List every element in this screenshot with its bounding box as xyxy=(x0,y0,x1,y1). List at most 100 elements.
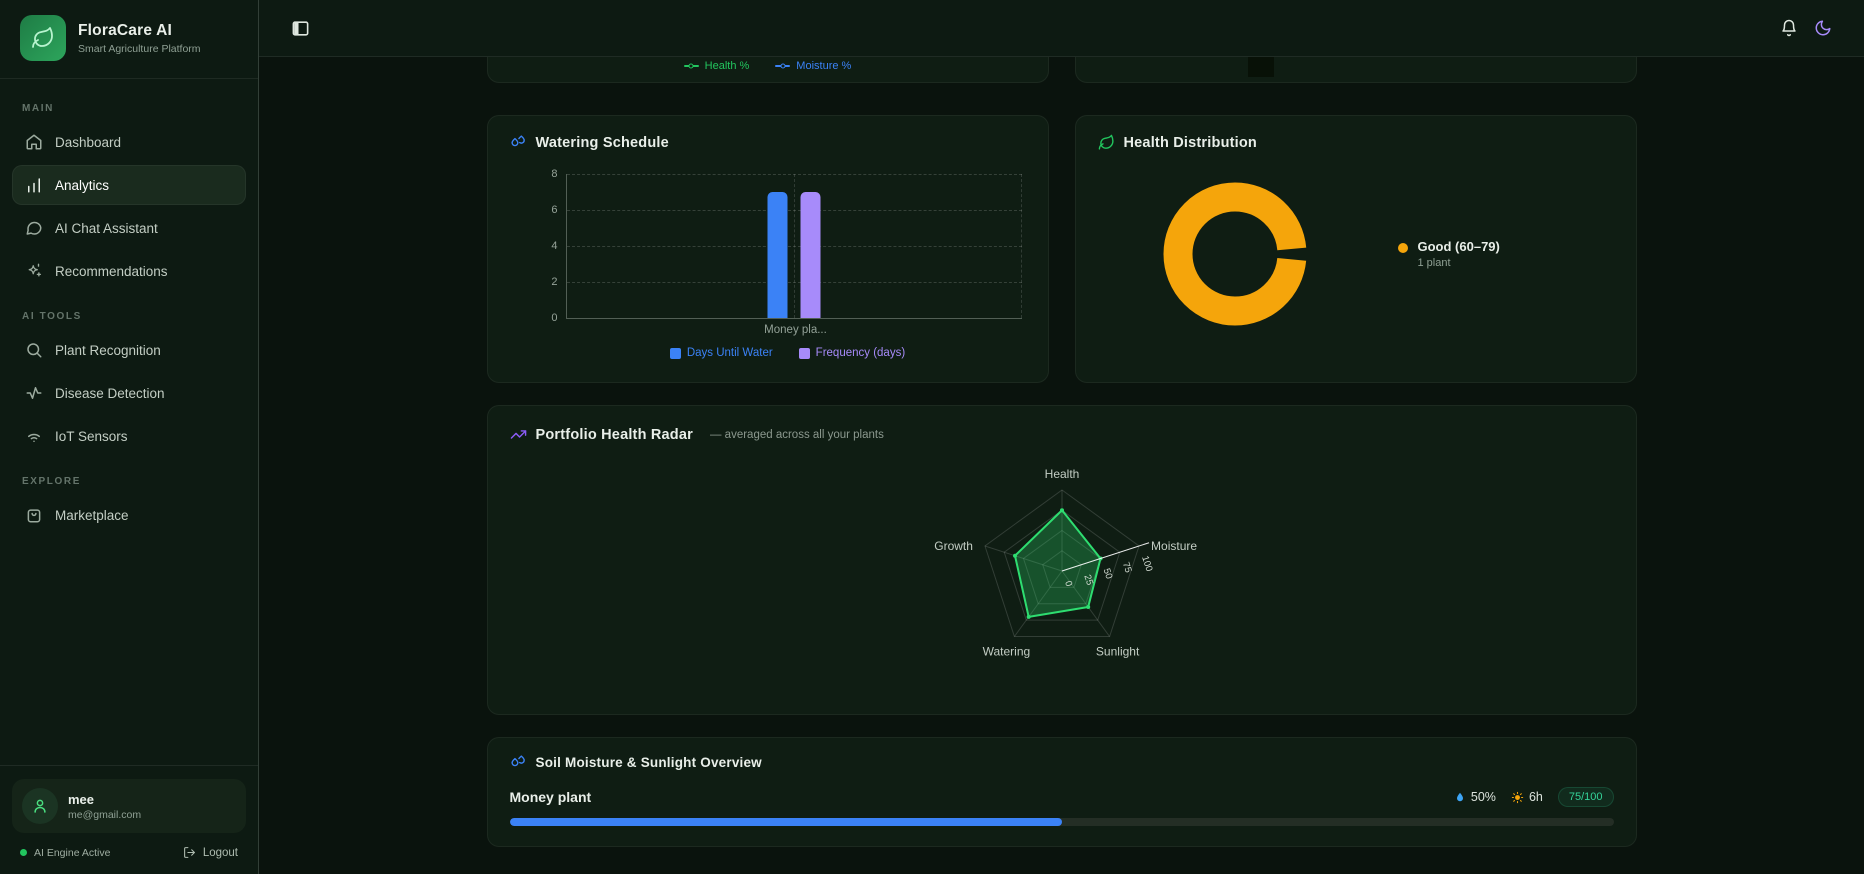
radar-data-point xyxy=(1059,508,1064,513)
card-title: Watering Schedule xyxy=(535,134,669,151)
chart-bar-fragment xyxy=(1247,57,1274,77)
watering-bar-chart: 0 2 4 6 8 xyxy=(551,168,1022,324)
radar-axis-label-growth: Growth xyxy=(934,539,973,553)
panel-left-icon xyxy=(291,19,310,38)
sidebar-item-label: Disease Detection xyxy=(55,385,165,401)
user-card[interactable]: mee me@gmail.com xyxy=(12,779,246,833)
brand: FloraCare AI Smart Agriculture Platform xyxy=(0,0,258,79)
sidebar-item-disease-detection[interactable]: Disease Detection xyxy=(12,373,246,413)
sidebar-item-recommendations[interactable]: Recommendations xyxy=(12,251,246,291)
health-distribution-card: Health Distribution Good (60–79) 1 plant xyxy=(1074,115,1637,383)
bar-group xyxy=(767,174,821,318)
droplet-icon xyxy=(1454,791,1466,804)
sidebar-item-label: Plant Recognition xyxy=(55,342,161,358)
activity-icon xyxy=(25,384,43,402)
radar-scale-tick-label: 25 xyxy=(1081,573,1095,586)
sidebar-item-plant-recognition[interactable]: Plant Recognition xyxy=(12,330,246,370)
app-title: FloraCare AI xyxy=(78,21,172,39)
legend-label: Health % xyxy=(704,60,750,72)
droplets-icon xyxy=(510,134,527,151)
nav-section-main: MAIN xyxy=(22,103,54,114)
gridline xyxy=(566,282,1022,283)
card-subtitle: — averaged across all your plants xyxy=(709,428,884,441)
sidebar-item-label: Marketplace xyxy=(55,507,129,523)
plant-trend-card-partial: Health % Moisture % xyxy=(486,57,1049,83)
sparkles-icon xyxy=(25,262,43,280)
plant-name: Money plant xyxy=(509,789,592,805)
leaf-icon xyxy=(31,26,55,50)
sidebar-item-analytics[interactable]: Analytics xyxy=(12,165,246,205)
legend-item-frequency-days: Frequency (days) xyxy=(798,347,905,359)
sidebar-item-ai-chat-assistant[interactable]: AI Chat Assistant xyxy=(12,208,246,248)
x-axis-tick-label: Money pla... xyxy=(764,324,827,336)
ai-engine-status: AI Engine Active xyxy=(20,847,110,859)
legend-label: Good (60–79) xyxy=(1417,239,1500,254)
notifications-button[interactable] xyxy=(1772,11,1806,45)
sunlight-stat: 6h xyxy=(1511,790,1543,804)
radar-scale-tick-label: 75 xyxy=(1119,561,1133,574)
logout-button[interactable]: Logout xyxy=(183,846,238,859)
radar-grid-ring xyxy=(1022,529,1101,605)
sidebar-item-label: IoT Sensors xyxy=(55,428,128,444)
radar-grid-ring xyxy=(983,489,1140,638)
bell-icon xyxy=(1780,19,1798,37)
sidebar-item-label: Recommendations xyxy=(55,263,168,279)
radar-axis-label-watering: Watering xyxy=(982,645,1030,659)
legend-swatch xyxy=(669,347,681,359)
scrolled-chart-card-partial xyxy=(1074,57,1637,83)
sun-icon xyxy=(1511,791,1524,804)
chat-bubble-icon xyxy=(25,219,43,237)
legend-dot xyxy=(1397,243,1408,253)
sidebar-item-marketplace[interactable]: Marketplace xyxy=(12,495,246,535)
theme-toggle-button[interactable] xyxy=(1806,11,1840,45)
main-content: Health % Moisture % Watering Schedule 0 2 4… xyxy=(259,57,1864,874)
legend-swatch xyxy=(798,347,810,359)
radar-spoke xyxy=(984,545,1062,572)
legend-label: Moisture % xyxy=(796,60,852,72)
radar-spoke xyxy=(1013,570,1062,637)
user-email: me@gmail.com xyxy=(68,808,142,821)
sidebar-toggle-button[interactable] xyxy=(283,11,317,45)
y-axis-tick-label: 4 xyxy=(551,240,558,252)
radar-spoke xyxy=(1061,570,1110,637)
radar-grid-ring xyxy=(1041,550,1082,588)
gridline xyxy=(566,246,1022,247)
radar-scale-axis xyxy=(1061,542,1149,572)
radar-data-polygon xyxy=(1013,509,1102,618)
gridline xyxy=(566,210,1022,211)
moisture-progress-fill xyxy=(509,818,1062,826)
sunlight-value: 6h xyxy=(1528,790,1543,804)
legend-label: Days Until Water xyxy=(686,347,773,359)
gridline-vertical xyxy=(1020,174,1022,318)
brand-logo xyxy=(20,15,66,61)
legend-line-marker xyxy=(775,63,791,69)
donut-legend: Good (60–79) 1 plant xyxy=(1397,239,1500,269)
sidebar-item-label: Analytics xyxy=(55,177,110,193)
plant-stats: 50% 6h 75/100 xyxy=(1454,787,1614,807)
legend-line-marker xyxy=(683,63,699,69)
legend-item-moisture: Moisture % xyxy=(775,60,851,72)
home-icon xyxy=(25,133,43,151)
sidebar-item-label: AI Chat Assistant xyxy=(55,220,158,236)
card-title: Portfolio Health Radar xyxy=(535,426,693,443)
radar-data-point xyxy=(1026,614,1031,619)
y-axis-tick-label: 2 xyxy=(551,276,558,288)
moisture-stat: 50% xyxy=(1454,790,1496,804)
y-axis-tick-label: 8 xyxy=(551,168,558,180)
gridline-vertical xyxy=(794,174,795,318)
legend-item-health: Health % xyxy=(683,60,750,72)
sidebar-item-iot-sensors[interactable]: IoT Sensors xyxy=(12,416,246,456)
logout-icon xyxy=(183,846,196,859)
radar-axis-label-moisture: Moisture xyxy=(1151,539,1197,553)
sidebar-item-dashboard[interactable]: Dashboard xyxy=(12,122,246,162)
status-label: AI Engine Active xyxy=(34,846,111,859)
portfolio-radar-chart: 0 25 50 75 100 Health Moisture Sunlight Watering… xyxy=(934,467,1197,659)
droplets-icon xyxy=(510,754,527,771)
avatar xyxy=(22,788,58,824)
sidebar-item-label: Dashboard xyxy=(55,134,122,150)
radar-data-point xyxy=(1012,553,1017,558)
app-tagline: Smart Agriculture Platform xyxy=(78,42,201,55)
soil-overview-card: Soil Moisture & Sunlight Overview Money … xyxy=(486,737,1637,847)
y-axis-tick-label: 0 xyxy=(551,312,558,324)
topbar xyxy=(259,0,1864,57)
